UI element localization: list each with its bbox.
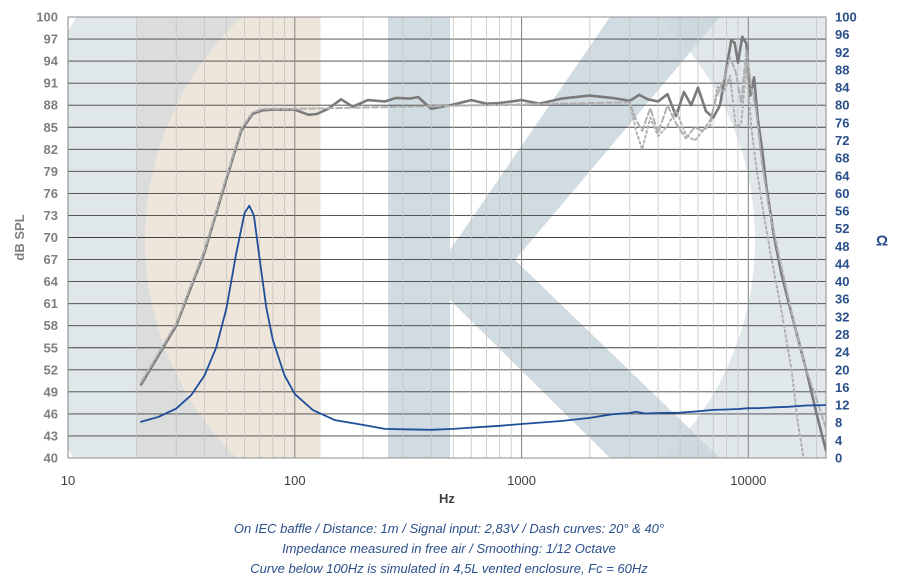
y-tick-label-right: 80 xyxy=(835,98,849,113)
y-tick-label-left: 67 xyxy=(44,252,58,267)
y-tick-label-right: 68 xyxy=(835,151,849,166)
plot-frame xyxy=(67,16,827,459)
x-axis-title: Hz xyxy=(439,491,455,506)
y-tick-label-right: 84 xyxy=(835,80,850,95)
caption-line-2: Impedance measured in free air / Smoothi… xyxy=(282,541,616,556)
y-tick-label-right: 36 xyxy=(835,292,849,307)
y-tick-label-right: 48 xyxy=(835,239,849,254)
y-tick-label-right: 20 xyxy=(835,362,849,377)
y-tick-label-left: 97 xyxy=(44,32,58,47)
y-tick-label-left: 94 xyxy=(44,54,59,69)
y-axis-title-left: dB SPL xyxy=(12,214,27,260)
gridlines xyxy=(67,16,827,459)
tick-labels: 4043464952555861646770737679828588919497… xyxy=(36,10,856,489)
background-ring xyxy=(68,17,826,458)
y-tick-label-right: 32 xyxy=(835,309,849,324)
y-tick-label-right: 100 xyxy=(835,10,857,25)
impedance-line xyxy=(140,204,826,431)
watermark-background xyxy=(68,17,826,458)
y-tick-label-left: 82 xyxy=(44,142,58,157)
y-tick-label-right: 4 xyxy=(835,433,843,448)
y-tick-label-right: 76 xyxy=(835,115,849,130)
spl-line-solid xyxy=(139,35,826,452)
y-tick-label-left: 79 xyxy=(44,164,58,179)
y-tick-label-right: 64 xyxy=(835,168,850,183)
y-tick-label-left: 49 xyxy=(44,384,58,399)
y-tick-label-right: 88 xyxy=(835,62,849,77)
y-tick-label-right: 8 xyxy=(835,415,842,430)
y-tick-label-right: 44 xyxy=(835,256,850,271)
y-tick-label-right: 24 xyxy=(835,345,850,360)
caption-line-3: Curve below 100Hz is simulated in 4,5L v… xyxy=(250,561,648,576)
y-axis-title-right: Ω xyxy=(876,233,888,250)
y-tick-label-right: 92 xyxy=(835,45,849,60)
series-layer xyxy=(139,35,826,458)
y-tick-label-left: 88 xyxy=(44,98,58,113)
x-tick-label: 10 xyxy=(61,473,75,488)
spl-line-dotted xyxy=(628,64,805,458)
y-tick-label-left: 58 xyxy=(44,318,58,333)
frequency-response-chart: 4043464952555861646770737679828588919497… xyxy=(12,10,888,507)
x-tick-label: 100 xyxy=(284,473,306,488)
y-tick-label-left: 43 xyxy=(44,428,58,443)
y-tick-label-left: 85 xyxy=(44,120,58,135)
y-tick-label-right: 60 xyxy=(835,186,849,201)
y-tick-label-right: 12 xyxy=(835,398,849,413)
y-tick-label-left: 61 xyxy=(44,296,58,311)
y-tick-label-right: 28 xyxy=(835,327,849,342)
y-tick-label-right: 40 xyxy=(835,274,849,289)
y-tick-label-right: 52 xyxy=(835,221,849,236)
y-tick-label-right: 16 xyxy=(835,380,849,395)
y-tick-label-right: 72 xyxy=(835,133,849,148)
y-tick-label-left: 73 xyxy=(44,208,58,223)
caption-line-1: On IEC baffle / Distance: 1m / Signal in… xyxy=(233,521,665,536)
x-tick-label: 10000 xyxy=(730,473,766,488)
y-tick-label-left: 100 xyxy=(36,10,58,25)
y-tick-label-right: 56 xyxy=(835,204,849,219)
y-tick-label-left: 40 xyxy=(44,451,58,466)
y-tick-label-right: 96 xyxy=(835,27,849,42)
y-tick-label-left: 64 xyxy=(44,274,59,289)
y-tick-label-left: 76 xyxy=(44,186,58,201)
spl-line-dashed xyxy=(140,49,826,430)
y-tick-label-left: 91 xyxy=(44,76,58,91)
y-tick-label-left: 52 xyxy=(44,362,58,377)
y-tick-label-left: 55 xyxy=(44,340,58,355)
x-tick-label: 1000 xyxy=(507,473,536,488)
y-tick-label-right: 0 xyxy=(835,451,842,466)
y-tick-label-left: 46 xyxy=(44,406,58,421)
y-tick-label-left: 70 xyxy=(44,230,58,245)
